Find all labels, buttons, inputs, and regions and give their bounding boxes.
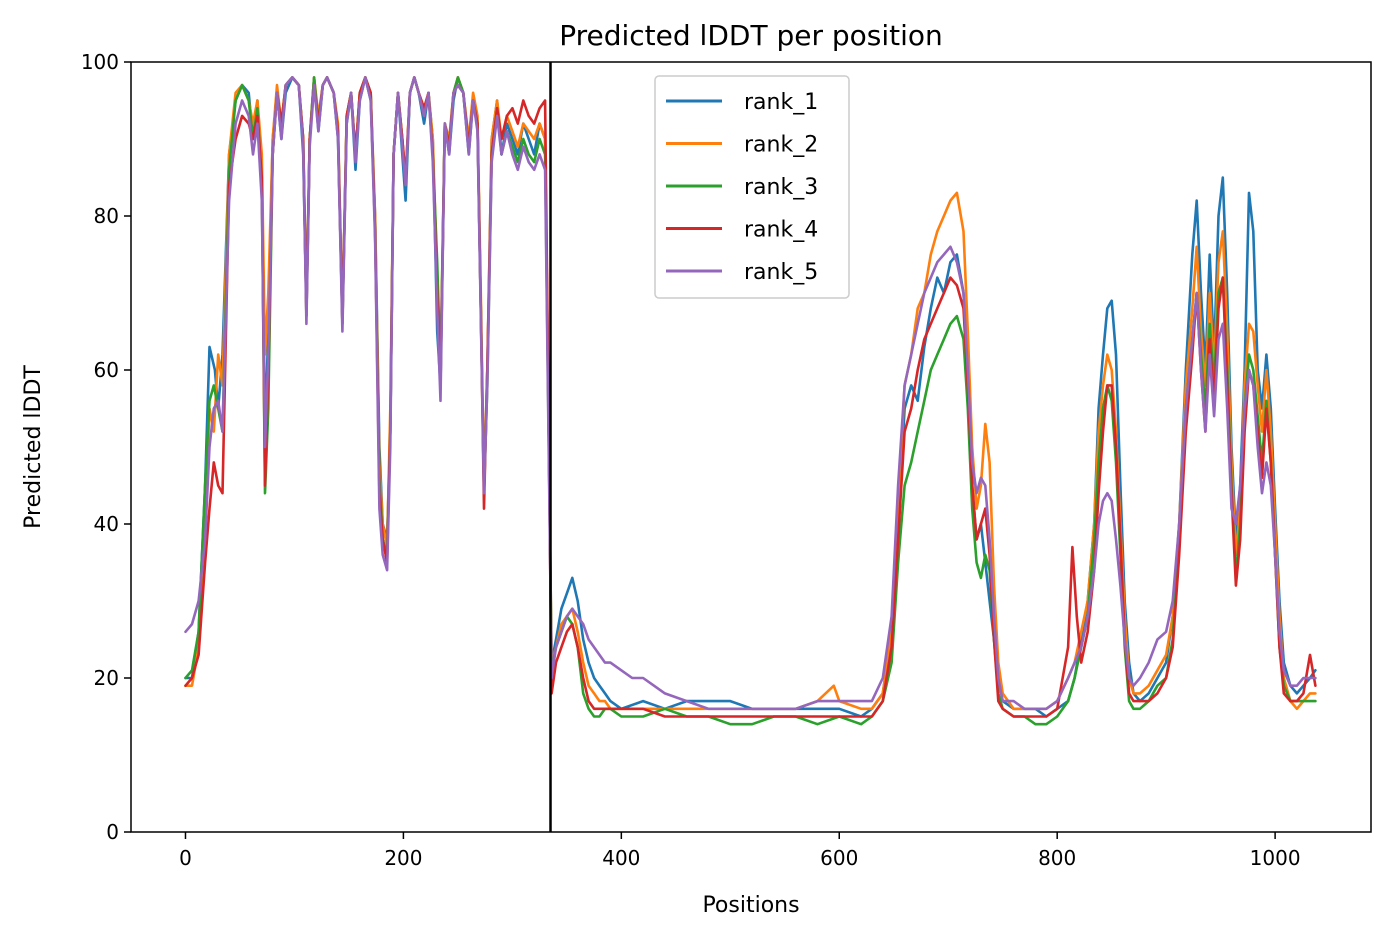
chart-title: Predicted lDDT per position (559, 19, 943, 52)
y-axis-label: Predicted lDDT (21, 365, 46, 529)
x-tick-label: 0 (179, 846, 192, 870)
y-tick-label: 100 (81, 50, 119, 74)
x-tick-label: 400 (602, 846, 640, 870)
series-layer (184, 76, 1317, 726)
y-tick-label: 40 (94, 512, 119, 536)
legend: rank_1 rank_2 rank_3 rank_4 rank_5 (654, 75, 850, 299)
x-axis-label: Positions (702, 893, 799, 918)
x-tick-label: 600 (820, 846, 858, 870)
y-tick-label: 0 (106, 820, 119, 844)
x-tick-label: 200 (384, 846, 422, 870)
legend-label-rank_5: rank_5 (744, 260, 818, 285)
y-axis: 0 20 40 60 80 100 (81, 50, 131, 844)
legend-label-rank_1: rank_1 (744, 90, 818, 115)
plot-frame (130, 61, 1372, 833)
x-tick-label: 800 (1038, 846, 1076, 870)
legend-label-rank_2: rank_2 (744, 133, 818, 158)
legend-label-rank_4: rank_4 (744, 218, 818, 243)
legend-label-rank_3: rank_3 (744, 175, 818, 200)
legend-box (654, 75, 850, 299)
y-tick-label: 20 (94, 666, 119, 690)
y-tick-label: 60 (94, 358, 119, 382)
y-tick-label: 80 (94, 204, 119, 228)
x-axis: 0 200 400 600 800 1000 (179, 832, 1301, 870)
series-line-rank_5 (184, 76, 1317, 711)
x-tick-label: 1000 (1250, 846, 1301, 870)
